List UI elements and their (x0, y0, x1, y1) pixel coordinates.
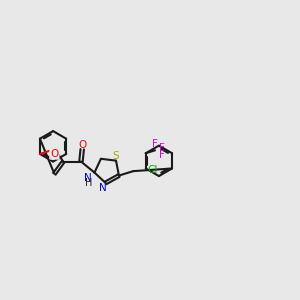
Text: F: F (152, 139, 158, 149)
Text: O: O (78, 140, 86, 150)
Text: H: H (85, 178, 92, 188)
Text: N: N (85, 173, 92, 183)
Text: N: N (99, 183, 107, 193)
Text: S: S (113, 151, 119, 161)
Text: F: F (159, 143, 165, 153)
Text: Cl: Cl (147, 165, 158, 176)
Text: O: O (50, 148, 58, 159)
Text: F: F (159, 150, 165, 160)
